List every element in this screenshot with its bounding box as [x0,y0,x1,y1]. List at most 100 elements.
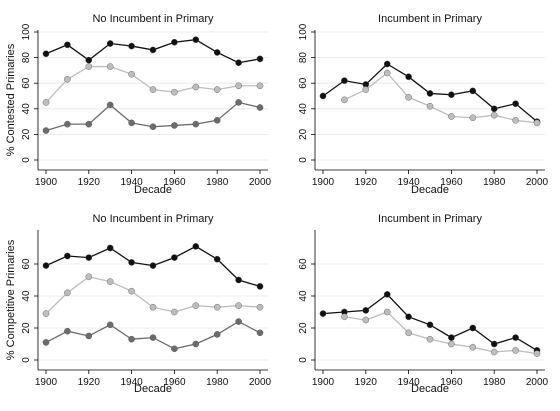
data-point [362,316,370,324]
data-point [533,119,541,127]
data-point [319,92,327,100]
x-tick-label: 1900 [312,377,335,388]
y-tick-label: 40 [21,290,32,302]
data-point [426,90,434,97]
y-tick-label: 100 [21,23,32,40]
data-point [533,350,541,357]
data-point [85,120,93,128]
data-point [256,82,264,90]
data-point [85,273,93,281]
y-tick-label: 60 [21,258,32,270]
data-point [256,55,264,63]
data-point [213,331,221,338]
data-point [235,276,242,284]
y-tick-label: 60 [298,77,309,89]
series-line-2 [344,311,538,355]
data-point [469,114,477,122]
data-point [128,70,135,78]
data-point [362,307,370,314]
y-axis-title: % Contested Primaries [5,43,17,156]
data-point [512,100,519,107]
x-axis-title: Decade [134,184,172,196]
data-point [106,101,114,109]
data-point [42,262,50,269]
y-tick-label: 60 [298,258,309,270]
y-tick-label: 0 [298,157,309,163]
panel-title: Incumbent in Primary [378,213,482,225]
data-point [106,278,114,285]
data-point [42,99,50,106]
y-tick-label: 20 [298,128,309,140]
y-tick-label: 80 [21,52,32,64]
data-point [405,329,412,337]
data-point [362,86,370,93]
data-point [128,119,135,127]
data-point [128,335,135,343]
y-axis-title: % Competitive Primaries [5,239,17,360]
data-point [213,86,221,93]
data-point [192,83,200,91]
x-tick-label: 1980 [483,377,506,388]
data-point [106,63,114,70]
x-tick-label: 1940 [120,177,143,188]
data-point [256,283,264,290]
data-point [64,252,71,260]
data-point [64,76,71,83]
data-point [256,329,264,337]
chart-panel-3: 0 20 40 60 1900 1920 1940 1960 1980 2000 No Incumb… [5,213,272,395]
data-point [42,339,50,346]
data-point [512,117,519,124]
data-point [319,310,327,317]
y-tick-label: 40 [298,103,309,115]
panel-title: Incumbent in Primary [378,13,482,25]
x-tick-label: 1920 [78,177,101,188]
data-point [341,77,348,84]
data-point [448,113,455,120]
chart-panel-4: 0 20 40 60 1900 1920 1940 1960 1980 2000 Incumbent… [298,213,549,395]
data-point [235,302,242,309]
data-point [235,82,242,90]
data-point [490,111,498,119]
x-tick-label: 1960 [163,177,186,188]
x-tick-label: 1940 [397,177,420,188]
data-point [128,42,135,50]
x-axis-title: Decade [411,184,449,196]
data-point [171,254,178,261]
y-tick-label: 20 [21,128,32,140]
data-point [192,36,200,43]
y-tick-label: 20 [298,322,309,334]
data-point [171,308,178,316]
data-point [341,96,348,104]
data-point [256,104,264,111]
data-point [64,120,71,128]
x-tick-label: 1960 [440,177,463,188]
data-point [426,335,434,343]
data-point [448,334,455,341]
x-tick-label: 1980 [206,377,229,388]
data-point [85,254,93,261]
data-point [426,321,434,329]
data-point [213,49,221,56]
chart-panel-1: 0 20 40 60 80 100 1900 1920 1940 1960 1980 2000 No I… [5,13,272,196]
data-point [171,122,178,129]
data-point [149,334,157,341]
data-point [149,86,157,93]
data-point [256,303,264,311]
data-point [490,348,498,356]
series-line-2 [344,72,538,124]
data-point [469,324,477,332]
data-point [469,87,477,95]
data-point [405,93,412,101]
data-point [128,259,135,266]
data-point [106,40,114,47]
y-tick-label: 40 [21,103,32,115]
data-point [64,289,71,297]
y-tick-label: 0 [21,157,32,163]
x-tick-label: 1920 [355,177,378,188]
data-point [512,347,519,354]
data-point [192,243,200,250]
panel-title: No Incumbent in Primary [92,13,214,25]
data-point [235,99,242,106]
panel-title: No Incumbent in Primary [92,213,214,225]
